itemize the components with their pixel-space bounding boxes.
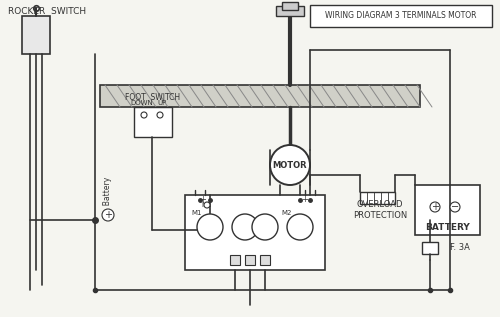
Text: +: + [302,196,308,204]
Bar [415,185,480,235]
Circle shape [102,209,114,221]
Text: F. 3A: F. 3A [450,243,470,253]
Bar [360,192,395,204]
Text: MOTOR: MOTOR [272,160,308,170]
Circle shape [204,202,210,208]
Circle shape [157,112,163,118]
Text: −: − [451,202,459,212]
Text: UP: UP [158,100,166,106]
Text: M2: M2 [282,210,292,216]
Text: + Battery: + Battery [104,176,112,214]
Bar [422,242,438,254]
Text: +: + [104,210,112,220]
Text: +: + [200,196,206,204]
Text: M1: M1 [192,210,202,216]
Circle shape [450,202,460,212]
Bar [260,255,270,265]
Text: DOWN: DOWN [130,100,154,106]
Text: WIRING DIAGRAM 3 TERMINALS MOTOR: WIRING DIAGRAM 3 TERMINALS MOTOR [325,11,477,21]
Bar [134,107,172,137]
Text: ROCKER  SWITCH: ROCKER SWITCH [8,7,86,16]
Bar [22,16,50,54]
Circle shape [197,214,223,240]
Circle shape [232,214,258,240]
Text: OVERLOAD
PROTECTION: OVERLOAD PROTECTION [353,200,407,220]
Circle shape [287,214,313,240]
Bar [276,6,304,16]
Text: M1: M1 [202,202,212,208]
Bar [185,195,325,270]
FancyBboxPatch shape [100,85,420,107]
Text: +: + [431,202,439,212]
Circle shape [270,145,310,185]
Text: BATTERY: BATTERY [424,223,470,231]
Circle shape [141,112,147,118]
Bar [282,2,298,10]
Text: FOOT  SWITCH: FOOT SWITCH [126,93,180,101]
Circle shape [252,214,278,240]
Bar [310,5,492,27]
Circle shape [430,202,440,212]
Bar [245,255,255,265]
Bar [230,255,240,265]
